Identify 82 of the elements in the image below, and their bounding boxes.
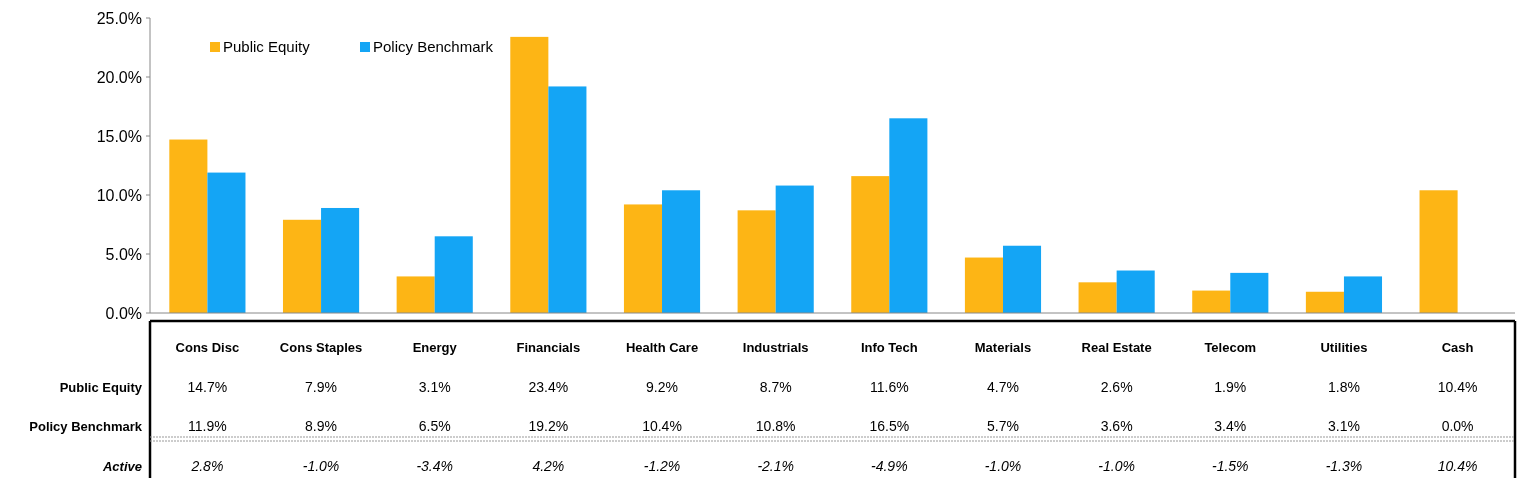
bar <box>623 204 663 313</box>
data-label: 8.7% <box>759 378 792 395</box>
data-label: 2.6% <box>1100 378 1133 395</box>
bar <box>548 86 587 313</box>
data-label: 11.6% <box>869 378 909 395</box>
text: 4.2% <box>532 457 565 474</box>
text: -1.0% <box>302 457 340 474</box>
bar <box>1192 290 1231 313</box>
x-tick-label: Energy <box>412 339 458 355</box>
x-tick-label: Health Care <box>625 339 699 355</box>
x-tick-label: Real Estate <box>1081 339 1152 355</box>
y-tick-label: 20.0% <box>96 68 142 86</box>
x-tick-label: Cons Staples <box>279 339 363 355</box>
y-tick-label: 5.0% <box>105 245 142 263</box>
y-tick-label: 15.0% <box>96 127 142 145</box>
data-label: 4.7% <box>987 378 1019 395</box>
data-label: 14.7% <box>187 378 228 395</box>
bar <box>662 190 701 313</box>
bar <box>964 257 1003 313</box>
data-label: 5.7% <box>987 417 1019 434</box>
text: -1.0% <box>984 457 1022 474</box>
bar <box>851 176 890 313</box>
legend-label: Policy Benchmark <box>373 38 494 56</box>
bar <box>737 210 776 313</box>
data-label: 3.6% <box>1100 417 1133 434</box>
bar <box>1343 276 1383 313</box>
text: -1.3% <box>1325 457 1363 474</box>
data-label: 10.8% <box>755 417 796 434</box>
bar <box>889 118 928 313</box>
text: -2.1% <box>757 457 794 474</box>
text: Active <box>101 458 142 474</box>
bar <box>207 172 246 313</box>
text: -1.2% <box>643 457 681 474</box>
x-tick-label: Financials <box>516 339 581 355</box>
x-tick-label: Industrials <box>742 339 809 355</box>
y-tick-label: 25.0% <box>96 9 142 27</box>
data-label: 3.1% <box>418 378 451 395</box>
bar <box>1116 270 1155 313</box>
bar <box>775 185 814 313</box>
bar <box>1305 291 1344 313</box>
data-label: 6.5% <box>418 417 451 434</box>
data-label: 0.0% <box>1441 417 1474 434</box>
data-label: 9.2% <box>646 378 678 395</box>
text: -3.4% <box>416 457 453 474</box>
x-tick-label: Utilities <box>1320 339 1368 355</box>
y-tick-label: 10.0% <box>96 186 142 204</box>
x-tick-label: Materials <box>974 339 1032 355</box>
data-label: 8.9% <box>305 417 338 434</box>
text: -4.9% <box>871 457 908 474</box>
bar <box>510 36 549 313</box>
bar <box>396 276 435 313</box>
text: Policy Benchmark <box>29 418 142 434</box>
data-label: 11.9% <box>188 417 227 434</box>
bar <box>1078 282 1117 313</box>
data-label: 19.2% <box>528 417 569 434</box>
data-label: 3.4% <box>1214 417 1247 434</box>
bar <box>1230 272 1269 313</box>
bar <box>1002 245 1042 313</box>
data-label: 7.9% <box>305 378 338 395</box>
x-tick-label: Telecom <box>1204 339 1257 355</box>
bar <box>321 207 360 313</box>
legend-label: Public Equity <box>223 38 311 56</box>
bar <box>1419 190 1458 313</box>
data-label: 10.4% <box>1437 378 1478 395</box>
text: -1.0% <box>1098 457 1135 474</box>
text: 10.4% <box>1437 457 1478 474</box>
bar <box>282 219 322 313</box>
data-label: 10.4% <box>642 417 682 434</box>
x-tick-label: Cash <box>1441 339 1474 355</box>
y-tick-label: 0.0% <box>105 304 142 322</box>
text: -1.5% <box>1212 457 1249 474</box>
data-label: 1.8% <box>1327 378 1360 395</box>
text: 2.8% <box>190 457 224 474</box>
data-label: 23.4% <box>528 378 569 395</box>
data-label: 1.9% <box>1214 378 1247 395</box>
data-label: 3.1% <box>1327 417 1360 434</box>
bar <box>169 139 208 313</box>
x-tick-label: Info Tech <box>860 339 918 355</box>
data-label: 16.5% <box>869 417 910 434</box>
x-tick-label: Cons Disc <box>175 339 240 355</box>
text: Public Equity <box>59 379 142 395</box>
bar <box>434 236 473 313</box>
